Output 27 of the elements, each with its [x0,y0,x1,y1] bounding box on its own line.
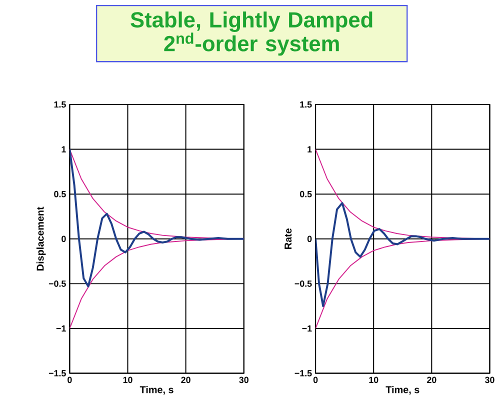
x-tick-label: 0 [313,376,318,384]
x-axis-title: Time, s [140,386,174,395]
x-axis-title: Time, s [386,386,420,395]
y-tick-label: −1.5 [294,370,312,376]
x-tick-label: 10 [369,376,378,384]
y-tick-label: 0 [307,236,312,242]
x-tick-label: 20 [181,376,190,384]
x-tick-label: 30 [484,376,494,384]
y-tick-label: 1.5 [54,101,66,108]
y-tick-label: 0.5 [300,190,312,198]
y-tick-label: 0 [62,236,66,242]
y-tick-label: 0.5 [54,190,66,198]
y-tick-label: −0.5 [294,280,312,287]
y-axis-title: Displacement [36,206,46,270]
y-tick-label: 1 [308,146,312,152]
x-tick-label: 20 [427,376,436,384]
x-tick-label: 10 [123,376,132,384]
chart-title: Stable, Lightly Damped 2$^{nd}$-order system [130,11,372,56]
y-axis-title: Rate [284,228,292,249]
y-tick-label: 1 [62,146,66,152]
y-tick-label: −1 [302,325,312,332]
x-tick-label: 0 [68,376,72,384]
y-tick-label: 1.5 [300,101,312,108]
y-tick-label: −0.5 [48,280,66,287]
x-tick-label: 30 [239,376,248,384]
y-tick-label: −1 [56,325,66,332]
y-tick-label: −1.5 [48,370,66,376]
